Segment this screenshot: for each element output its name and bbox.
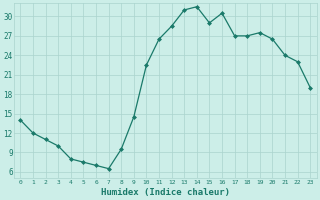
X-axis label: Humidex (Indice chaleur): Humidex (Indice chaleur) — [101, 188, 230, 197]
